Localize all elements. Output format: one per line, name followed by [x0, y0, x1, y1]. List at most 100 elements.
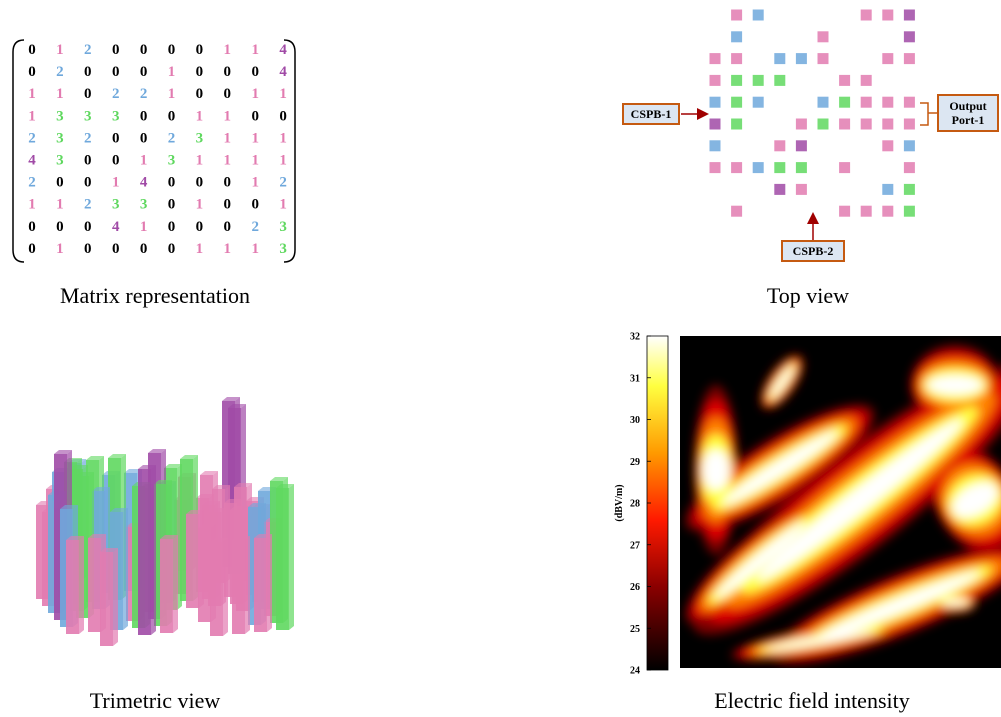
- bar-side: [151, 465, 156, 635]
- matrix-entry: 3: [56, 153, 64, 169]
- matrix-entry: 0: [251, 64, 259, 80]
- matrix-entry: 0: [28, 64, 36, 80]
- matrix-entry: 0: [112, 241, 120, 257]
- matrix-entry: 1: [224, 241, 232, 257]
- matrix-entry: 0: [224, 64, 232, 80]
- bar-front: [100, 552, 113, 646]
- top-view-cell: [818, 53, 829, 64]
- top-view-cell: [796, 119, 807, 130]
- matrix-entry: 1: [196, 153, 204, 169]
- matrix-entry: 1: [28, 108, 36, 124]
- colorbar-tick-label: 27: [630, 540, 640, 551]
- colorbar-label: (dBV/m): [614, 484, 625, 521]
- top-view-cell: [731, 10, 742, 21]
- matrix-entry: 0: [112, 64, 120, 80]
- top-view-cell: [861, 10, 872, 21]
- top-view-cell: [796, 162, 807, 173]
- top-view-cell: [753, 162, 764, 173]
- matrix-entry: 1: [56, 197, 64, 213]
- figure-graphics: (dBV/m) 01200001140200010004110221001113…: [0, 0, 1001, 717]
- top-view-cell: [839, 119, 850, 130]
- matrix-entry: 3: [56, 130, 64, 146]
- matrix-entry: 0: [168, 108, 176, 124]
- top-view-cell: [861, 206, 872, 217]
- bar-side: [245, 536, 250, 634]
- matrix-entry: 0: [112, 153, 120, 169]
- trimetric-bar: [66, 536, 84, 634]
- top-view-cell: [774, 140, 785, 151]
- matrix-entry: 3: [84, 108, 92, 124]
- colorbar-tick-label: 30: [630, 415, 640, 426]
- bar-front: [276, 488, 289, 630]
- matrix-entry: 1: [168, 86, 176, 102]
- top-view-cell: [774, 162, 785, 173]
- matrix-entry: 0: [140, 241, 148, 257]
- top-view-cell: [710, 75, 721, 86]
- label-box: Output Port-1: [937, 94, 999, 132]
- matrix-entry: 1: [56, 241, 64, 257]
- top-view-cell: [882, 53, 893, 64]
- top-view-cell: [861, 119, 872, 130]
- bar-front: [88, 538, 101, 632]
- matrix-entry: 3: [112, 197, 120, 213]
- top-view-cell: [904, 53, 915, 64]
- matrix-entry: 1: [279, 130, 287, 146]
- matrix-entry: 2: [251, 219, 259, 235]
- matrix-entry: 2: [112, 86, 120, 102]
- matrix-entry: 0: [56, 219, 64, 235]
- matrix-entry: 0: [168, 42, 176, 58]
- top-view-cell: [818, 97, 829, 108]
- top-view-cell: [904, 184, 915, 195]
- matrix-entry: 0: [112, 42, 120, 58]
- top-view-cell: [861, 75, 872, 86]
- matrix-entry: 0: [224, 219, 232, 235]
- trimetric-bar: [232, 536, 250, 634]
- caption: Electric field intensity: [652, 688, 972, 714]
- matrix-entry: 2: [84, 197, 92, 213]
- top-view-cell: [861, 97, 872, 108]
- matrix-entry: 1: [196, 241, 204, 257]
- matrix-entry: 0: [196, 219, 204, 235]
- matrix-entry: 1: [224, 153, 232, 169]
- matrix-entry: 0: [140, 64, 148, 80]
- matrix-entry: 0: [196, 64, 204, 80]
- matrix-entry: 3: [168, 153, 176, 169]
- trimetric-bar: [100, 548, 118, 646]
- top-view-cell: [796, 53, 807, 64]
- matrix-entry: 0: [196, 86, 204, 102]
- bar-front: [254, 538, 267, 632]
- matrix-entry: 1: [112, 175, 120, 191]
- matrix-entry: 1: [251, 241, 259, 257]
- colorbar-tick-label: 25: [630, 624, 640, 635]
- matrix-entry: 2: [56, 64, 64, 80]
- matrix-entry: 1: [196, 108, 204, 124]
- matrix-entry: 0: [84, 219, 92, 235]
- bar-front: [198, 528, 211, 622]
- matrix-entry: 0: [224, 175, 232, 191]
- bar-front: [232, 540, 245, 634]
- matrix-entry: 0: [84, 175, 92, 191]
- matrix-entry: 3: [279, 241, 287, 257]
- top-view-cell: [753, 10, 764, 21]
- matrix-entry: 0: [224, 197, 232, 213]
- top-view-cell: [839, 162, 850, 173]
- matrix-entry: 1: [224, 108, 232, 124]
- bar-side: [267, 534, 272, 632]
- bar-side: [289, 484, 294, 630]
- matrix-entry: 1: [168, 64, 176, 80]
- top-view-cell: [753, 75, 764, 86]
- top-view-cell: [796, 140, 807, 151]
- caption: Trimetric view: [0, 688, 315, 714]
- colorbar-tick-label: 29: [630, 457, 640, 468]
- bar-side: [223, 538, 228, 636]
- matrix-entry: 0: [224, 86, 232, 102]
- label-box: CSPB-2: [781, 240, 845, 262]
- matrix-entry: 0: [28, 241, 36, 257]
- caption: Top view: [648, 283, 968, 309]
- top-view-cell: [882, 119, 893, 130]
- trimetric: [36, 397, 294, 646]
- matrix-entry: 2: [140, 86, 148, 102]
- top-view-cell: [882, 206, 893, 217]
- bracket: [920, 103, 937, 125]
- matrix-entry: 0: [84, 86, 92, 102]
